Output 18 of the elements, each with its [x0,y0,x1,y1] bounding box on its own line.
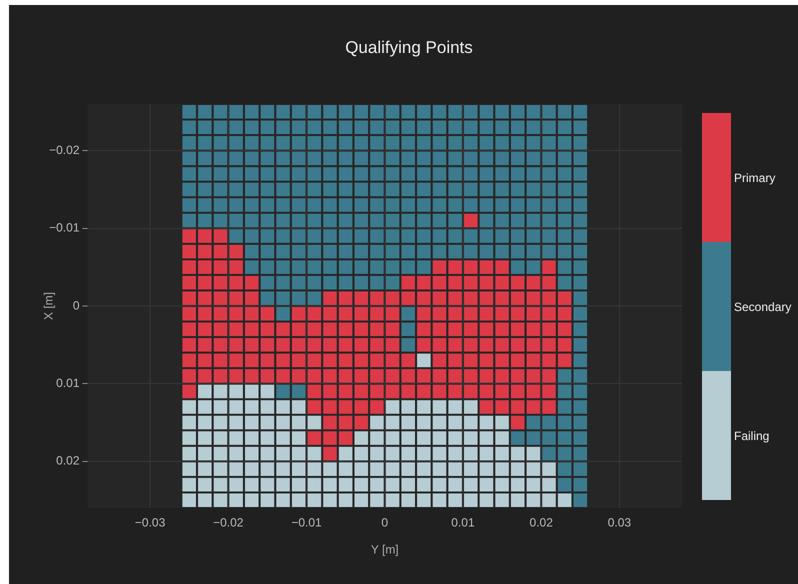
x-tick-label: 0 [381,516,388,530]
y-tick-label: 0 [72,298,80,312]
x-tick-label: −0.01 [291,516,322,530]
text: Secondary [734,300,792,314]
x-tick-label: −0.03 [134,516,166,530]
x-tick-label: 0.03 [608,516,632,530]
text: Primary [734,170,776,184]
y-tick-label: −0.01 [49,220,80,235]
text: Failing [734,428,770,442]
x-axis-title: Y [m] [370,542,399,556]
y-tick-label: −0.02 [49,142,80,157]
y-axis-title: X [m] [41,292,56,320]
x-tick-label: 0.01 [451,516,475,530]
x-tick-label: 0.02 [530,516,554,530]
chart-title: Qualifying Points [344,38,474,58]
y-tick-label: 0.01 [56,376,80,390]
x-tick-label: −0.02 [213,516,244,530]
y-tick-label: 0.02 [56,454,80,468]
